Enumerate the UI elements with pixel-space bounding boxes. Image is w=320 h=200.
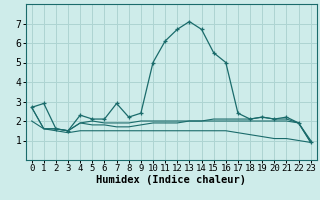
X-axis label: Humidex (Indice chaleur): Humidex (Indice chaleur) (96, 175, 246, 185)
